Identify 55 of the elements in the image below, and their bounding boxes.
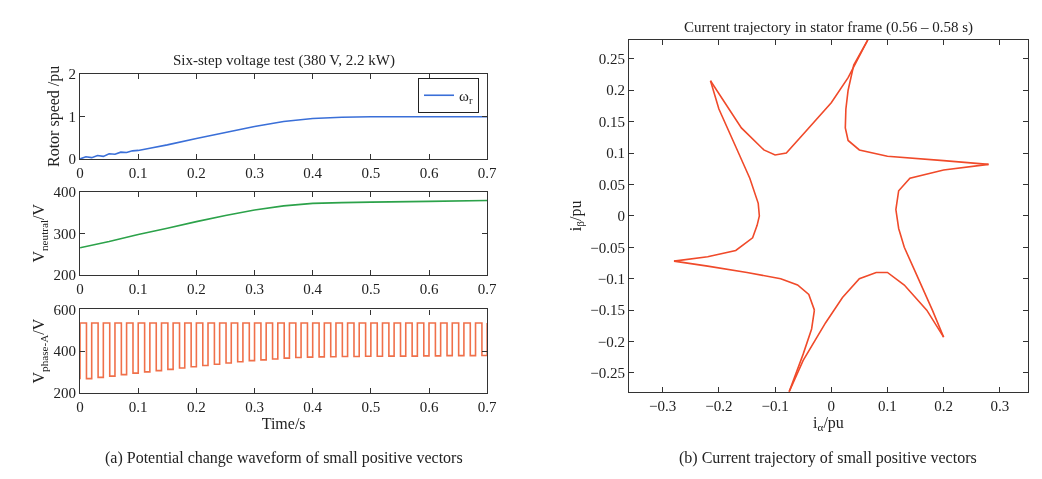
y-tick-label: 1 <box>68 108 76 125</box>
y-tick-label: 300 <box>53 225 76 242</box>
y-tick-label: 0.15 <box>598 113 625 130</box>
text: (a) Potential change waveform of small positive vectors <box>105 449 463 467</box>
legend-label: ω$_{r}$ <box>459 88 473 107</box>
y-tick-label: 600 <box>53 301 76 318</box>
x-tick-label: 0.5 <box>361 165 381 182</box>
x-tick-label: −0.3 <box>649 397 677 414</box>
y-axis-title: Rotor speed /pu <box>45 65 64 168</box>
x-tick-label: 0.2 <box>187 165 206 182</box>
x-tick-label: 0.3 <box>245 165 264 182</box>
y-tick-label: 400 <box>53 343 76 360</box>
x-tick-label: 0.1 <box>128 398 148 415</box>
x-tick-label: 0.7 <box>477 165 498 182</box>
y-tick-label: 2 <box>68 66 76 82</box>
x-tick-label: 0.2 <box>187 280 206 297</box>
y-tick-label: 400 <box>53 184 76 201</box>
x-tick-label: 0.5 <box>361 398 381 415</box>
y-tick-label: −0.15 <box>590 302 625 319</box>
y-tick-label: 200 <box>53 266 76 283</box>
x-tick-label: −0.1 <box>761 397 789 414</box>
y-tick-label: −0.2 <box>597 333 625 350</box>
x-axis-title: i$_{α}$/pu <box>813 413 844 434</box>
x-tick-label: 0.6 <box>419 165 439 182</box>
x-tick-label: 0.3 <box>245 398 264 415</box>
x-tick-label: 0.6 <box>419 280 439 297</box>
x-tick-label: 0 <box>827 397 836 414</box>
x-tick-label: 0.4 <box>303 165 323 182</box>
x-tick-label: 0.4 <box>303 398 323 415</box>
y-tick-label: −0.05 <box>590 239 625 256</box>
chart-title: Current trajectory in stator frame (0.56 – 0.58 s) <box>684 19 974 36</box>
x-tick-label: 0.1 <box>878 397 897 414</box>
y-tick-label: 0.2 <box>606 82 625 99</box>
y-tick-label: 0 <box>68 151 76 168</box>
x-tick-label: 0.4 <box>303 280 323 297</box>
x-tick-label: 0.2 <box>934 397 953 414</box>
y-tick-label: 0.1 <box>606 145 625 162</box>
y-tick-label: −0.25 <box>590 365 625 382</box>
x-tick-label: 0.1 <box>128 280 148 297</box>
y-tick-label: 0 <box>617 208 625 225</box>
x-tick-label: 0.5 <box>361 280 381 297</box>
text: (b) Current trajectory of small positive vectors <box>679 449 977 467</box>
x-tick-label: 0.7 <box>477 398 498 415</box>
y-tick-label: 200 <box>53 385 76 401</box>
chart-title: Six-step voltage test (380 V, 2.2 kW) <box>173 52 395 69</box>
x-tick-label: −0.2 <box>705 397 733 414</box>
x-tick-label: 0.3 <box>990 397 1010 414</box>
x-tick-label: 0.3 <box>245 280 264 297</box>
x-tick-label: 0.6 <box>419 398 439 415</box>
x-axis-title: Time/s <box>261 414 306 432</box>
x-tick-label: 0.2 <box>187 398 206 415</box>
y-tick-label: 0.05 <box>598 176 625 193</box>
x-tick-label: 0.7 <box>477 280 498 297</box>
x-tick-label: 0.1 <box>128 165 148 182</box>
y-tick-label: 0.25 <box>598 51 625 68</box>
